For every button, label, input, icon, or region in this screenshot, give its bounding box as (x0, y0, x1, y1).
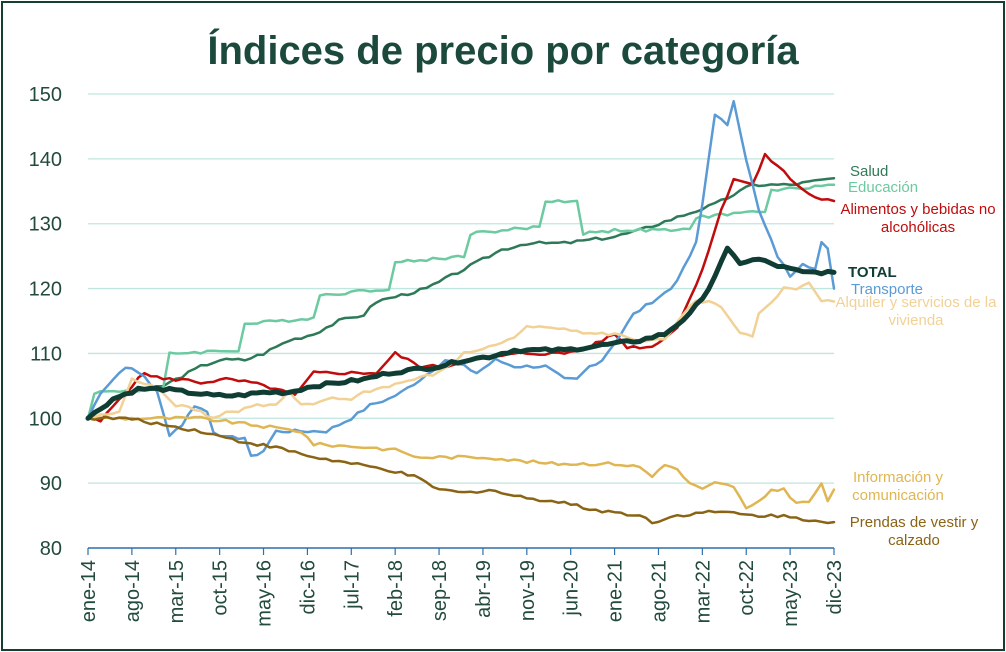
series-line-salud (86, 177, 836, 420)
y-tick-label: 130 (29, 214, 62, 236)
x-tick-label: ene-14 (78, 560, 100, 622)
y-tick-label: 110 (30, 343, 62, 365)
x-tick-label: jul-17 (341, 560, 363, 610)
series-label: Alquiler y servicios de la (836, 294, 998, 311)
series-label: Salud (850, 163, 888, 180)
series-label: Alimentos y bebidas no (840, 201, 995, 218)
y-tick-label: 80 (40, 538, 62, 560)
y-tick-label: 90 (40, 473, 62, 495)
y-tick-label: 120 (29, 279, 62, 301)
x-tick-label: nov-19 (517, 560, 539, 621)
x-tick-label: oct-15 (210, 560, 232, 616)
series-line-total (85, 245, 837, 421)
gridlines (88, 93, 834, 484)
series-label: Prendas de vestir y (850, 514, 979, 531)
x-tick-label: may-16 (254, 560, 276, 627)
series-label: alcohólicas (881, 219, 955, 236)
x-tick-label: jun-20 (561, 560, 583, 617)
series-label: TOTAL (848, 264, 897, 281)
series-line-educaci-n (86, 183, 836, 420)
series-label: vivienda (888, 312, 944, 329)
y-tick-label: 150 (29, 84, 62, 106)
x-tick-label: may-23 (780, 560, 802, 627)
x-tick-label: dic-23 (824, 560, 846, 614)
chart-title: Índices de precio por categoría (207, 28, 799, 73)
series-label: Transporte (851, 281, 923, 298)
series-label: Información y (853, 469, 944, 486)
x-tick-label: mar-15 (166, 560, 188, 623)
x-tick-label: oct-22 (736, 560, 758, 616)
x-tick-label: ago-21 (648, 560, 670, 622)
series-label: calzado (888, 532, 940, 549)
series-lines (85, 99, 837, 525)
x-tick-label: mar-22 (692, 560, 714, 623)
series-line-prendas-de-vestir-y-calzado (86, 415, 836, 525)
y-tick-label: 140 (29, 149, 62, 171)
x-tick-label: dic-16 (297, 560, 319, 614)
x-tick-label: ago-14 (122, 560, 144, 622)
series-label: comunicación (852, 487, 944, 504)
x-tick-label: feb-18 (385, 560, 407, 617)
y-tick-label: 100 (29, 408, 62, 430)
x-tick-label: sep-18 (429, 560, 451, 621)
x-tick-label: abr-19 (473, 560, 495, 618)
axes: 80 90 100 110 120 130 140 150 ene-14 ago-14 mar-15… (29, 84, 846, 627)
series-line-alquiler-y-servicios-de-la-vivienda (86, 281, 836, 420)
series-line-alimentos-y-bebidas-no-alcoh-licas (86, 152, 836, 423)
series-line-transporte (86, 99, 836, 457)
series-line-informaci-n-y-comunicaci-n (86, 415, 836, 510)
series-label: Educación (848, 179, 918, 196)
x-tick-label: ene-21 (605, 560, 627, 622)
